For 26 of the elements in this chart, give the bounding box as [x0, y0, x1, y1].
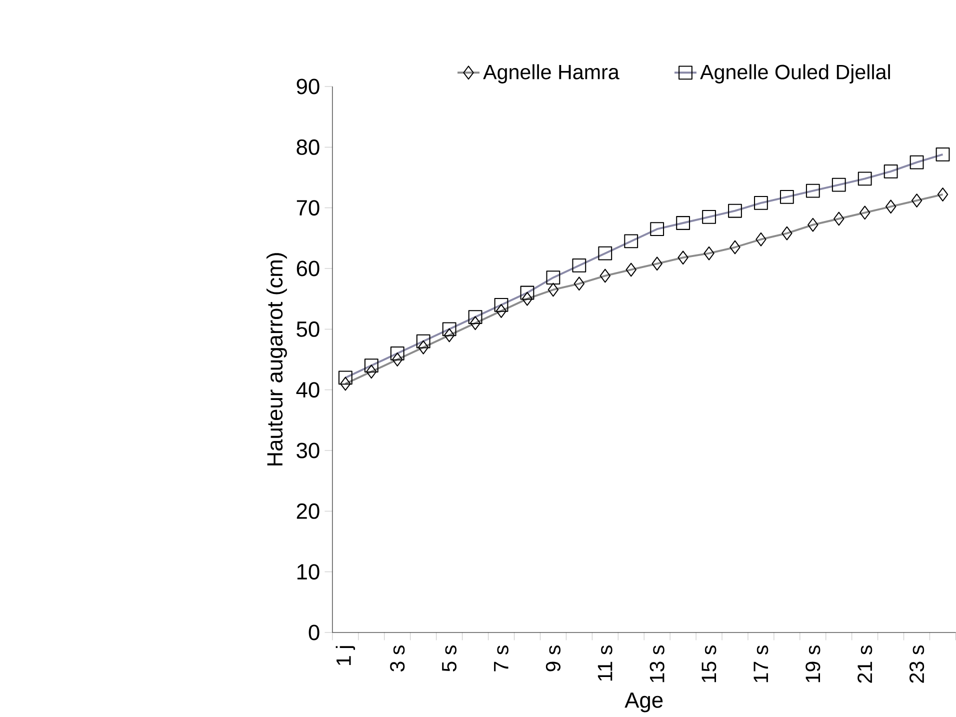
x-tick-label: 3 s	[390, 646, 405, 672]
x-tick-label: 9 s	[546, 646, 560, 672]
y-tick-label: 60	[296, 260, 320, 277]
legend-label: Agnelle Hamra	[483, 64, 620, 84]
x-tick-label: 23 s	[910, 646, 924, 683]
x-tick-label: 11 s	[598, 646, 612, 681]
x-axis-title: Age	[624, 692, 663, 712]
x-tick-label: 5 s	[442, 646, 456, 672]
x-tick-label: 13 s	[650, 646, 664, 682]
y-tick-label: 80	[296, 140, 320, 156]
legend-label: Agnelle Ouled Djellal	[700, 64, 890, 84]
y-tick-label: 70	[296, 200, 320, 216]
y-tick-label: 40	[296, 382, 320, 398]
x-tick-label: 15 s	[702, 646, 716, 682]
x-tick-label: 19 s	[806, 646, 820, 682]
y-tick-label: 50	[296, 322, 320, 338]
x-tick-label: 17 s	[754, 646, 768, 682]
y-tick-label: 10	[297, 564, 320, 580]
y-tick-label: 0	[308, 624, 320, 641]
x-tick-label: 21 s	[858, 646, 872, 683]
x-tick-label: 1 j	[336, 646, 356, 666]
y-tick-label: 90	[296, 78, 320, 95]
y-tick-label: 30	[296, 442, 320, 459]
x-tick-label: 7 s	[494, 646, 508, 672]
y-axis-title: Hauteur augarrot (cm)	[266, 253, 287, 466]
y-tick-label: 20	[296, 504, 320, 520]
